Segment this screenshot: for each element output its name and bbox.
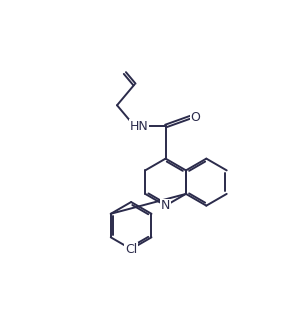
- Text: O: O: [190, 110, 200, 123]
- Text: HN: HN: [130, 120, 149, 133]
- Text: N: N: [161, 199, 170, 212]
- Text: Cl: Cl: [125, 242, 137, 255]
